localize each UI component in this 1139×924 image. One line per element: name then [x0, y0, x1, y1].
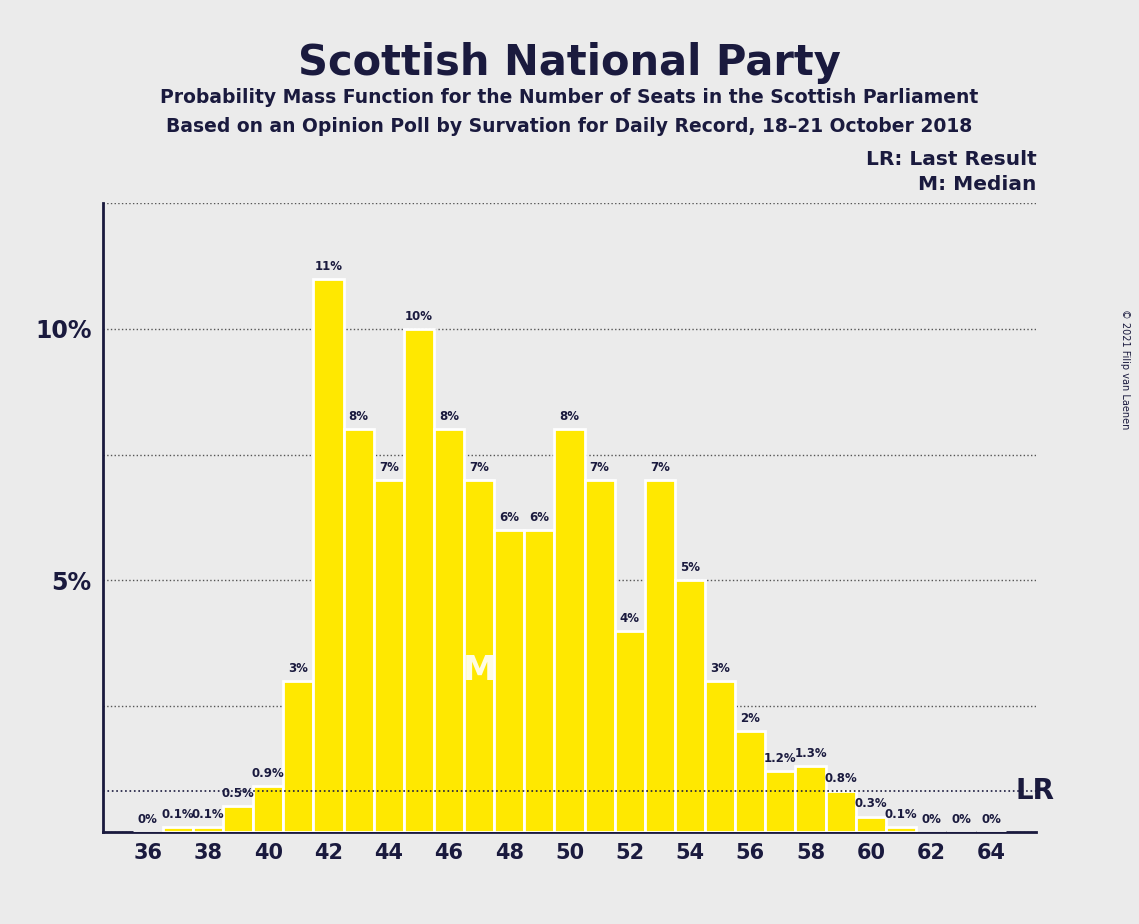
Bar	[344, 430, 374, 832]
Text: Scottish National Party: Scottish National Party	[298, 42, 841, 83]
Text: 6%: 6%	[499, 511, 519, 524]
Text: 0%: 0%	[951, 812, 972, 825]
Text: 0.3%: 0.3%	[854, 797, 887, 810]
Text: 8%: 8%	[349, 410, 369, 423]
Text: 8%: 8%	[439, 410, 459, 423]
Bar	[584, 480, 615, 832]
Text: 0.1%: 0.1%	[191, 808, 224, 821]
Text: Based on an Opinion Poll by Survation for Daily Record, 18–21 October 2018: Based on an Opinion Poll by Survation fo…	[166, 117, 973, 137]
Text: 0.1%: 0.1%	[885, 808, 917, 821]
Text: 3%: 3%	[711, 662, 730, 675]
Bar	[555, 430, 584, 832]
Bar	[404, 329, 434, 832]
Text: 7%: 7%	[379, 461, 399, 474]
Text: 1.3%: 1.3%	[794, 748, 827, 760]
Text: 3%: 3%	[288, 662, 309, 675]
Text: 0.9%: 0.9%	[252, 767, 285, 781]
Bar	[675, 580, 705, 832]
Bar	[705, 681, 735, 832]
Text: © 2021 Filip van Laenen: © 2021 Filip van Laenen	[1121, 310, 1130, 430]
Text: M: M	[462, 654, 495, 687]
Bar	[253, 786, 284, 832]
Bar	[826, 791, 855, 832]
Bar	[223, 807, 253, 832]
Bar	[855, 817, 886, 832]
Text: Probability Mass Function for the Number of Seats in the Scottish Parliament: Probability Mass Function for the Number…	[161, 88, 978, 107]
Text: 8%: 8%	[559, 410, 580, 423]
Bar	[735, 731, 765, 832]
Text: 7%: 7%	[650, 461, 670, 474]
Text: 11%: 11%	[314, 260, 343, 273]
Bar	[615, 630, 645, 832]
Text: 0%: 0%	[921, 812, 941, 825]
Text: 1.2%: 1.2%	[764, 752, 796, 765]
Text: 10%: 10%	[404, 310, 433, 322]
Bar	[374, 480, 404, 832]
Text: 7%: 7%	[590, 461, 609, 474]
Text: 6%: 6%	[530, 511, 549, 524]
Text: 2%: 2%	[740, 712, 760, 725]
Text: 0.1%: 0.1%	[162, 808, 194, 821]
Bar	[765, 772, 795, 832]
Text: LR: LR	[1015, 777, 1055, 806]
Text: 0%: 0%	[982, 812, 1001, 825]
Bar	[645, 480, 675, 832]
Bar	[192, 827, 223, 832]
Bar	[313, 279, 344, 832]
Bar	[464, 480, 494, 832]
Text: M: Median: M: Median	[918, 175, 1036, 194]
Text: 5%: 5%	[680, 561, 700, 574]
Bar	[284, 681, 313, 832]
Text: 0%: 0%	[138, 812, 157, 825]
Text: 0.8%: 0.8%	[825, 772, 857, 785]
Bar	[163, 827, 192, 832]
Text: 4%: 4%	[620, 612, 640, 625]
Text: 7%: 7%	[469, 461, 489, 474]
Bar	[494, 530, 524, 832]
Bar	[524, 530, 555, 832]
Text: 0.5%: 0.5%	[222, 787, 254, 800]
Bar	[434, 430, 464, 832]
Bar	[886, 827, 916, 832]
Text: LR: Last Result: LR: Last Result	[866, 150, 1036, 169]
Bar	[795, 766, 826, 832]
